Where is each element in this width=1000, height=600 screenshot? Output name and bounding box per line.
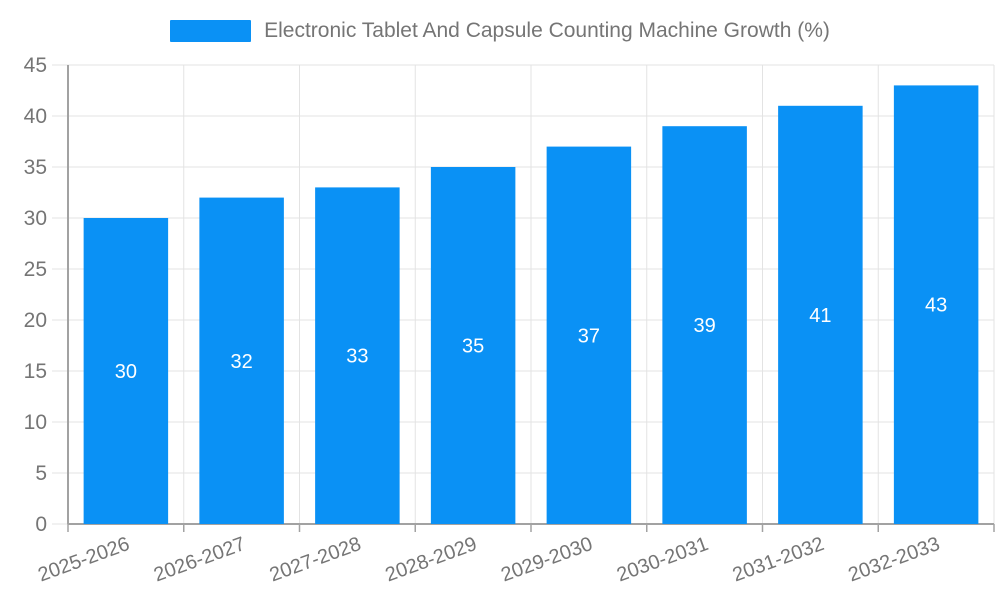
x-tick-label: 2030-2031	[614, 533, 711, 586]
x-tick-label: 2029-2030	[498, 533, 595, 586]
bar	[430, 167, 516, 524]
x-tick-label: 2025-2026	[35, 533, 132, 586]
x-tick-label: 2027-2028	[267, 533, 364, 586]
y-tick-label: 35	[24, 156, 47, 179]
bar-value-label: 32	[231, 351, 253, 373]
y-tick-label: 15	[24, 360, 47, 383]
bar-value-label: 37	[578, 325, 600, 347]
y-tick-label: 0	[35, 513, 47, 536]
bar	[893, 85, 979, 525]
x-tick-label: 2028-2029	[382, 533, 479, 586]
bar-value-label: 41	[809, 305, 831, 327]
legend-item[interactable]: Electronic Tablet And Capsule Counting M…	[0, 17, 1000, 45]
bar	[199, 197, 284, 524]
x-tick-label: 2031-2032	[730, 533, 827, 586]
y-tick-label: 10	[24, 411, 47, 434]
bar	[778, 105, 863, 525]
bar-value-label: 43	[925, 295, 947, 317]
bar-value-label: 35	[462, 336, 484, 358]
bar	[662, 126, 747, 524]
bar	[546, 146, 632, 524]
bar	[315, 187, 400, 524]
bar-value-label: 39	[694, 315, 716, 337]
x-tick-label: 2032-2033	[845, 533, 942, 586]
y-tick-label: 25	[24, 258, 47, 281]
y-tick-label: 45	[24, 54, 47, 77]
y-tick-label: 20	[24, 309, 47, 332]
y-tick-label: 5	[35, 462, 47, 485]
bar	[83, 218, 169, 524]
bar-value-label: 33	[346, 346, 368, 368]
y-tick-label: 30	[24, 207, 47, 230]
bar-value-label: 30	[115, 361, 137, 383]
y-tick-label: 40	[24, 105, 47, 128]
legend-swatch	[170, 20, 252, 42]
x-tick-label: 2026-2027	[151, 533, 248, 586]
legend-label: Electronic Tablet And Capsule Counting M…	[264, 19, 830, 42]
